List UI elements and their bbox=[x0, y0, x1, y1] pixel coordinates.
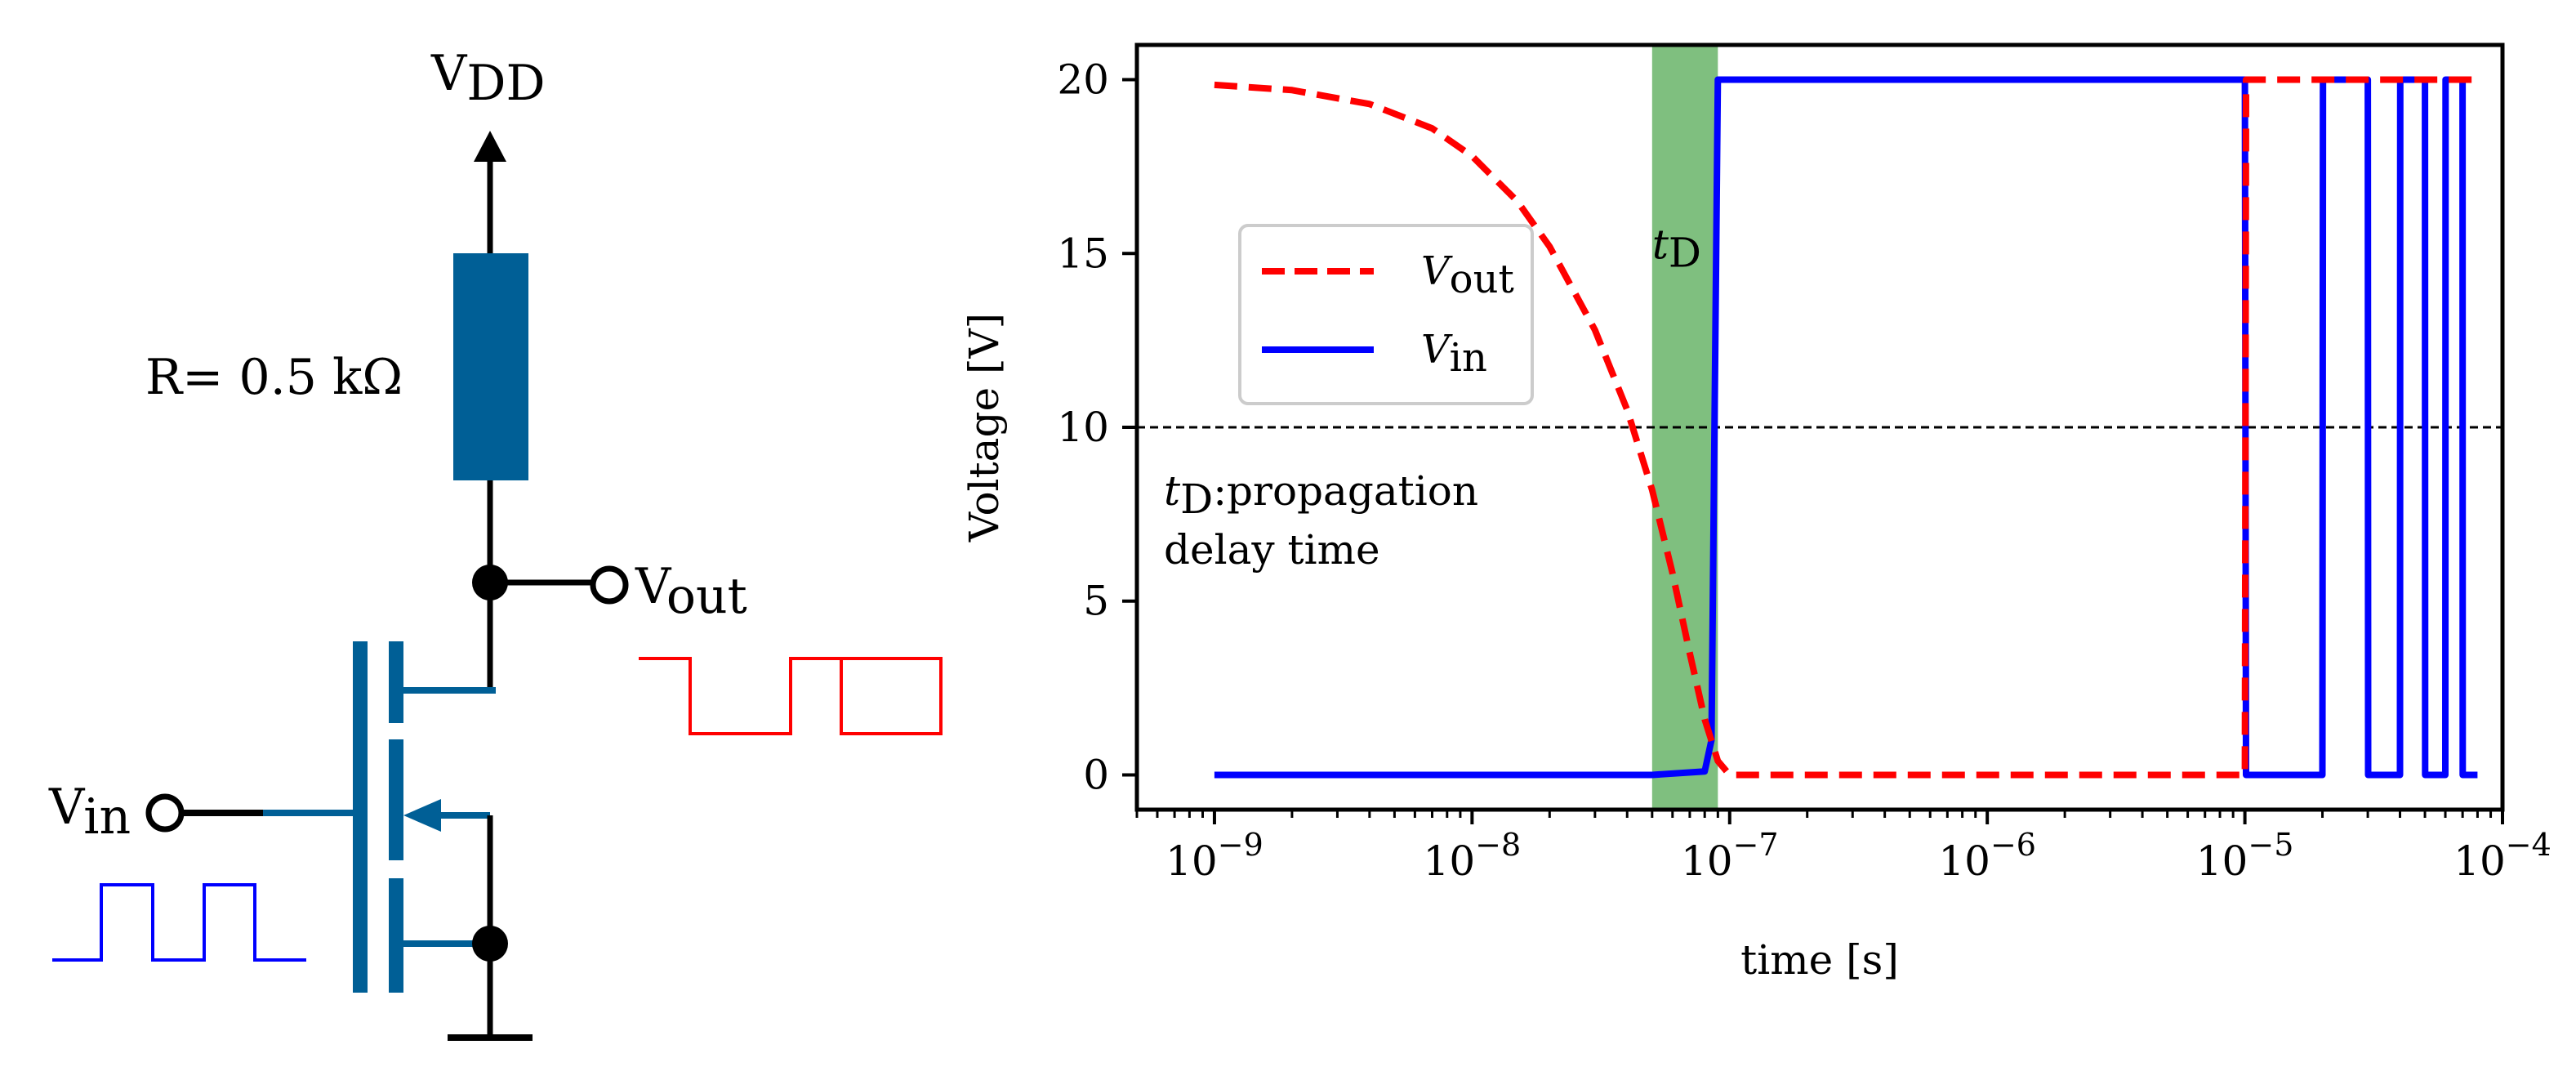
x-tick-label: 10−5 bbox=[2196, 827, 2294, 885]
resistor bbox=[453, 253, 528, 480]
series-in-line bbox=[1214, 76, 2478, 779]
y-tick-label: 20 bbox=[1057, 56, 1109, 104]
shade-label: tD bbox=[1652, 221, 1701, 276]
ticks-layer: 10−9 10−8 10−7 10−6 10−5 10−4 0 5 10 15 20 bbox=[1057, 56, 2551, 885]
annotation-line2: delay time bbox=[1164, 526, 1380, 574]
source-node bbox=[472, 926, 508, 962]
vdd-arrow-icon bbox=[474, 131, 506, 162]
x-tick-label: 10−9 bbox=[1165, 827, 1263, 885]
vout-wave bbox=[639, 657, 943, 735]
x-axis-label: time [s] bbox=[1740, 936, 1899, 984]
vout-terminal bbox=[590, 565, 629, 605]
circuit-diagram: VDD R= 0.5 kΩ Vout V bbox=[48, 45, 943, 1041]
mosfet bbox=[260, 641, 496, 993]
y-tick-label: 15 bbox=[1057, 230, 1109, 277]
annotation-line1: tD:propagation bbox=[1164, 467, 1478, 523]
resistor-label: R= 0.5 kΩ bbox=[145, 349, 403, 406]
legend-vin-label: Vin bbox=[1421, 327, 1487, 381]
y-tick-label: 5 bbox=[1083, 578, 1109, 625]
legend-vout-label: Vout bbox=[1421, 248, 1514, 302]
x-tick-label: 10−6 bbox=[1938, 827, 2036, 885]
x-tick-label: 10−8 bbox=[1424, 827, 1522, 885]
vin-terminal bbox=[145, 793, 185, 833]
x-tick-label: 10−7 bbox=[1681, 827, 1779, 885]
vin-label: Vin bbox=[48, 779, 131, 846]
series-out-line bbox=[1214, 76, 2478, 779]
series-layer bbox=[1214, 76, 2478, 779]
chart: 10−9 10−8 10−7 10−6 10−5 10−4 0 5 10 15 20 tD tD:p… bbox=[960, 42, 2551, 984]
y-tick-label: 10 bbox=[1057, 404, 1109, 451]
legend-frame bbox=[1238, 224, 1534, 405]
y-tick-label: 0 bbox=[1083, 751, 1109, 798]
vin-wave bbox=[52, 883, 306, 962]
legend: Vout Vin bbox=[1238, 224, 1534, 405]
x-tick-label: 10−4 bbox=[2453, 827, 2551, 885]
y-axis-label: Voltage [V] bbox=[960, 313, 1008, 542]
vout-label: Vout bbox=[635, 558, 747, 625]
vdd-label: VDD bbox=[430, 45, 546, 112]
